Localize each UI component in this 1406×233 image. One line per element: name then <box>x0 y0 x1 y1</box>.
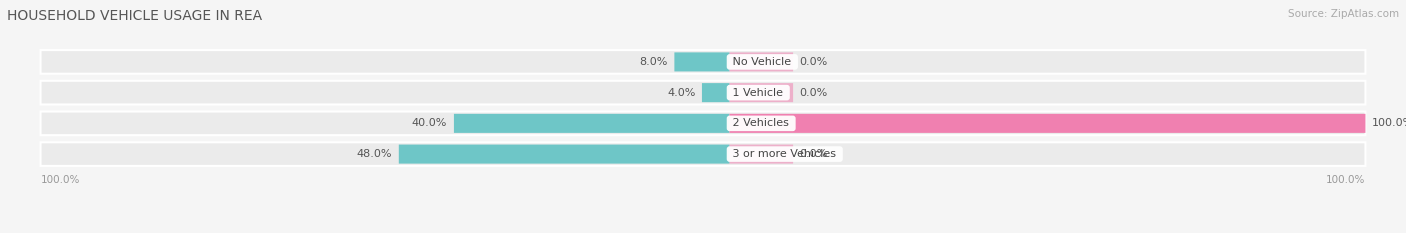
Text: 0.0%: 0.0% <box>800 149 828 159</box>
FancyBboxPatch shape <box>730 52 793 72</box>
Text: 100.0%: 100.0% <box>1326 175 1365 185</box>
Text: HOUSEHOLD VEHICLE USAGE IN REA: HOUSEHOLD VEHICLE USAGE IN REA <box>7 9 262 23</box>
FancyBboxPatch shape <box>41 81 1365 104</box>
Text: 40.0%: 40.0% <box>412 118 447 128</box>
FancyBboxPatch shape <box>399 144 730 164</box>
Text: Source: ZipAtlas.com: Source: ZipAtlas.com <box>1288 9 1399 19</box>
Text: 4.0%: 4.0% <box>666 88 696 98</box>
Text: 2 Vehicles: 2 Vehicles <box>730 118 793 128</box>
FancyBboxPatch shape <box>454 114 730 133</box>
FancyBboxPatch shape <box>675 52 730 72</box>
FancyBboxPatch shape <box>730 114 1365 133</box>
FancyBboxPatch shape <box>41 112 1365 135</box>
Text: 100.0%: 100.0% <box>1372 118 1406 128</box>
FancyBboxPatch shape <box>730 144 793 164</box>
Text: 0.0%: 0.0% <box>800 88 828 98</box>
Text: 0.0%: 0.0% <box>800 57 828 67</box>
Text: No Vehicle: No Vehicle <box>730 57 796 67</box>
FancyBboxPatch shape <box>702 83 730 102</box>
Text: 48.0%: 48.0% <box>357 149 392 159</box>
FancyBboxPatch shape <box>41 50 1365 74</box>
Text: 8.0%: 8.0% <box>640 57 668 67</box>
FancyBboxPatch shape <box>730 83 793 102</box>
Text: 100.0%: 100.0% <box>41 175 80 185</box>
Text: 1 Vehicle: 1 Vehicle <box>730 88 787 98</box>
Text: 3 or more Vehicles: 3 or more Vehicles <box>730 149 839 159</box>
FancyBboxPatch shape <box>41 142 1365 166</box>
